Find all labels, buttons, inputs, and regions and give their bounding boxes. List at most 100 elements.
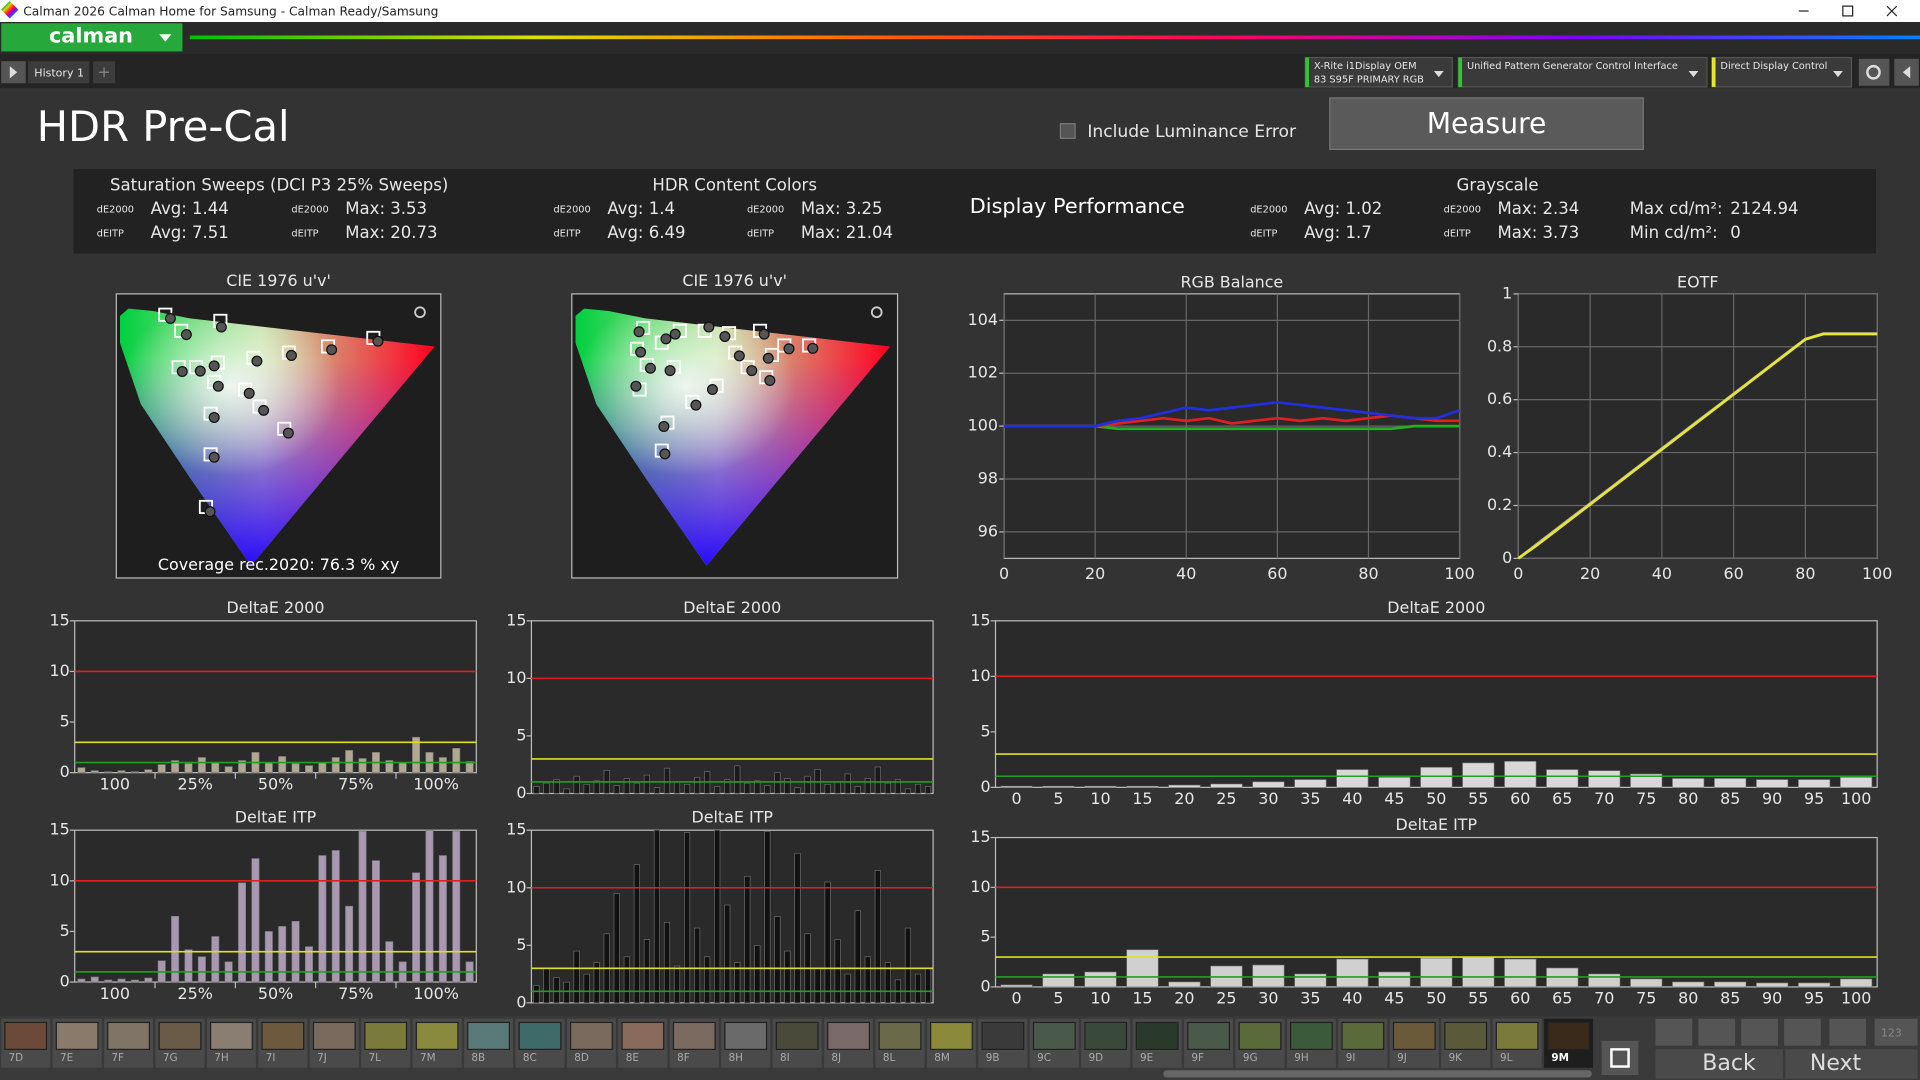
counter: 123 — [1881, 1026, 1902, 1039]
measure-button[interactable] — [1329, 97, 1644, 150]
bar — [1756, 982, 1789, 988]
control-button[interactable] — [1829, 1018, 1867, 1046]
metric-value: Avg: 1.4 — [607, 199, 675, 218]
control-button[interactable] — [1698, 1018, 1736, 1046]
measured-point — [783, 343, 795, 355]
swatch — [1495, 1021, 1539, 1050]
bar — [412, 872, 421, 983]
history-tab[interactable] — [28, 61, 90, 84]
bar — [238, 760, 247, 773]
bar — [1630, 773, 1663, 788]
x-tick-label: 100 — [100, 984, 130, 1003]
next-button[interactable] — [1785, 1049, 1918, 1079]
bar — [291, 763, 300, 773]
y-tick-label: 0.4 — [1487, 442, 1512, 461]
measured-point — [746, 365, 758, 377]
device-status — [1305, 57, 1309, 87]
stop-button[interactable] — [1601, 1040, 1639, 1076]
y-tick-label: 15 — [506, 820, 526, 839]
measured-point — [660, 333, 672, 345]
bar — [804, 775, 811, 794]
bar — [117, 978, 126, 983]
bar — [814, 968, 821, 1004]
metric-value: Max: 3.53 — [345, 199, 427, 218]
measured-point — [215, 321, 227, 333]
swatch — [364, 1021, 408, 1050]
x-tick-label: 0 — [1011, 789, 1021, 808]
measured-point — [630, 380, 642, 392]
control-button[interactable] — [1874, 1018, 1918, 1046]
metric-label: dE2000 — [291, 204, 328, 215]
swatch — [1084, 1021, 1128, 1050]
x-tick-label: 80 — [1678, 989, 1698, 1008]
measured-point — [258, 404, 270, 416]
bar — [345, 905, 354, 983]
measured-point — [644, 362, 656, 374]
bar — [1588, 770, 1621, 788]
scrollbar[interactable] — [1163, 1070, 1592, 1078]
checkbox[interactable] — [1059, 123, 1076, 139]
y-tick-label: 10 — [506, 877, 526, 896]
y-tick-label: 10 — [506, 668, 526, 687]
control-button[interactable] — [1741, 1018, 1778, 1046]
page-title: HDR Pre-Cal — [37, 102, 290, 151]
measured-point — [659, 448, 671, 460]
gamut — [575, 308, 891, 566]
control-button[interactable] — [1784, 1018, 1821, 1046]
control-button[interactable] — [1655, 1018, 1693, 1046]
logo-dropdown[interactable] — [159, 34, 172, 42]
swatch — [107, 1021, 150, 1050]
chart-title: EOTF — [1677, 272, 1718, 291]
y-tick-label: 15 — [506, 610, 526, 629]
chart-title: DeltaE ITP — [1396, 815, 1478, 834]
summary-title: HDR Content Colors — [652, 176, 817, 195]
logo-box[interactable] — [1, 23, 183, 52]
metric-value: Max: 3.25 — [801, 199, 883, 218]
bar — [465, 761, 474, 773]
metric-label: dEITP — [1250, 228, 1277, 239]
bar — [864, 956, 871, 1004]
y-tick-label: 5 — [60, 712, 70, 731]
metric-value: Avg: 1.7 — [1304, 223, 1372, 242]
bar — [543, 782, 550, 794]
bar — [553, 977, 560, 1004]
measured-point — [372, 335, 384, 347]
swatch-label: 8J — [831, 1052, 841, 1064]
swatch-label: 9J — [1397, 1052, 1407, 1064]
bar — [1168, 981, 1201, 988]
chart-title: CIE 1976 u'v' — [682, 271, 787, 290]
x-tick-label: 65 — [1552, 989, 1572, 1008]
swatch-label: 8L — [883, 1052, 896, 1064]
bar — [824, 881, 831, 1004]
x-tick-label: 60 — [1510, 789, 1530, 808]
bar — [211, 762, 220, 773]
swatch — [261, 1021, 305, 1050]
summary-title: Grayscale — [1457, 176, 1539, 195]
y-tick-label: 15 — [50, 610, 70, 629]
swatch — [4, 1021, 48, 1050]
measured-point — [282, 427, 294, 439]
maximize[interactable] — [1842, 5, 1854, 17]
zoom-icon[interactable] — [870, 306, 883, 319]
x-tick-label: 50% — [258, 984, 293, 1003]
swatch-label: 9H — [1294, 1052, 1308, 1064]
x-tick-label: 40 — [1176, 564, 1196, 583]
device-selector[interactable] — [1304, 56, 1453, 88]
back-button[interactable] — [1655, 1049, 1783, 1079]
y-tick-label: 0.6 — [1487, 389, 1512, 408]
y-tick-label: 5 — [516, 935, 526, 954]
bar — [130, 771, 139, 773]
y-tick-label: 5 — [980, 721, 990, 740]
bar — [251, 858, 260, 983]
close[interactable] — [1886, 5, 1898, 17]
x-tick-label: 20 — [1174, 989, 1194, 1008]
settings-button[interactable] — [1858, 58, 1890, 86]
bar — [854, 910, 861, 1004]
swatch-label: 7D — [9, 1052, 24, 1064]
x-tick-label: 100 — [100, 774, 130, 793]
device-selector[interactable] — [1457, 56, 1708, 88]
bar — [1756, 779, 1789, 788]
zoom-icon[interactable] — [414, 306, 426, 319]
bar — [633, 864, 640, 1004]
x-tick-label: 60 — [1510, 989, 1530, 1008]
